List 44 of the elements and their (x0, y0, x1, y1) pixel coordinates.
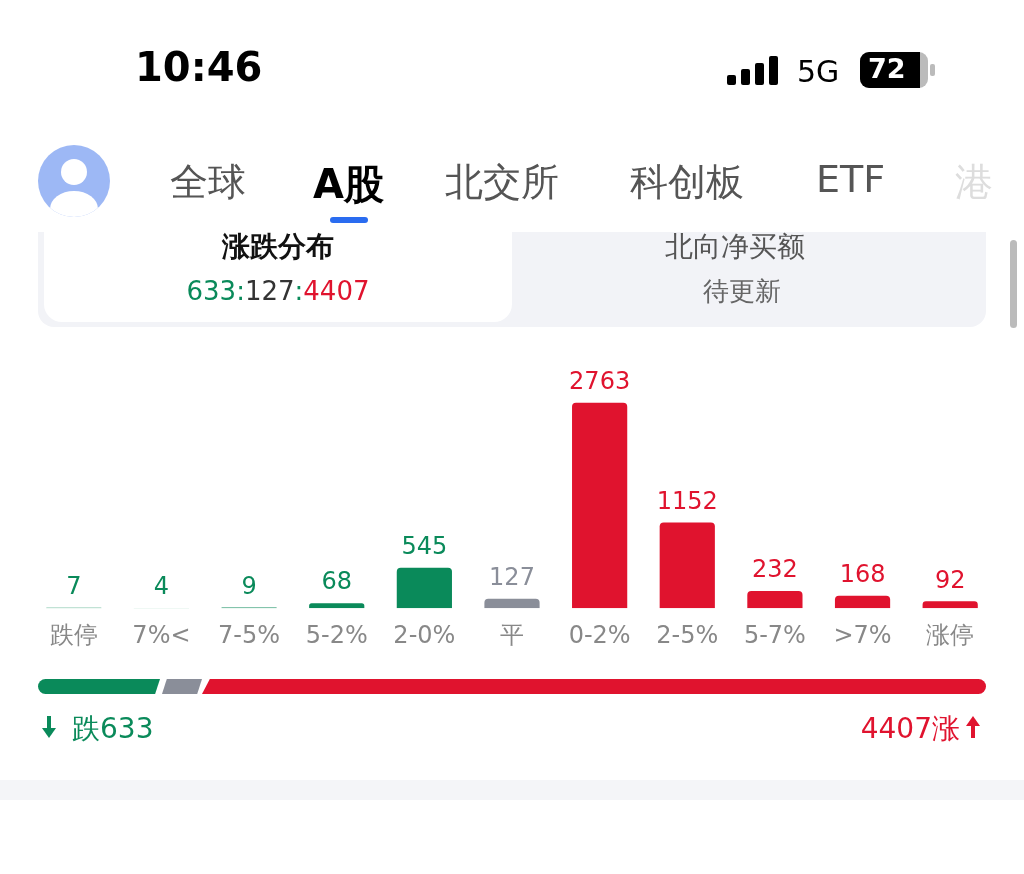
x-tick-label: >7% (833, 620, 892, 649)
bar (659, 522, 715, 609)
text: A股 (313, 160, 384, 209)
text: 科创板 (630, 159, 744, 206)
data-label: 4 (153, 572, 170, 601)
bar (572, 402, 628, 609)
text: 4407涨 (860, 711, 960, 747)
x-tick-label: 0-2% (568, 620, 631, 649)
chart-subtitle: 633:127:4407 (186, 276, 370, 306)
x-tick-label: 7-5% (218, 620, 281, 649)
data-label: 232 (752, 555, 798, 584)
text: 全球 (170, 159, 246, 206)
bar (747, 590, 803, 609)
data-label: 127 (489, 562, 535, 591)
bar (834, 595, 891, 609)
bar (484, 598, 540, 609)
text: 5G (797, 54, 840, 89)
bar (396, 567, 452, 609)
chart-title: 涨跌分布 (221, 229, 335, 265)
text: 待更新 (703, 275, 781, 308)
text: 跌633 (72, 711, 154, 747)
x-tick-label: 5-7% (743, 620, 806, 649)
x-tick-label: 平 (500, 620, 524, 649)
bar (922, 601, 978, 609)
data-label: 7 (66, 571, 82, 600)
text: 北向净买额 (665, 229, 805, 265)
text: ETF (816, 157, 886, 201)
text: 72 (868, 53, 906, 84)
data-label: 9 (241, 571, 257, 600)
x-tick-label: 2-5% (656, 620, 719, 649)
data-label: 1152 (656, 486, 718, 515)
x-tick-label: 涨停 (926, 620, 975, 649)
x-tick-label: 2-0% (393, 620, 456, 649)
bar (309, 603, 365, 609)
data-label: 545 (401, 531, 448, 560)
text: 北交所 (445, 159, 559, 206)
text: 10:46 (135, 44, 263, 90)
x-tick-label: 跌停 (49, 620, 98, 649)
x-tick-label: 5-2% (305, 620, 368, 649)
data-label: 92 (934, 565, 966, 594)
data-label: 168 (839, 559, 886, 588)
x-tick-label: 7%< (132, 620, 191, 649)
data-label: 68 (321, 567, 352, 596)
data-label: 2763 (569, 366, 631, 395)
